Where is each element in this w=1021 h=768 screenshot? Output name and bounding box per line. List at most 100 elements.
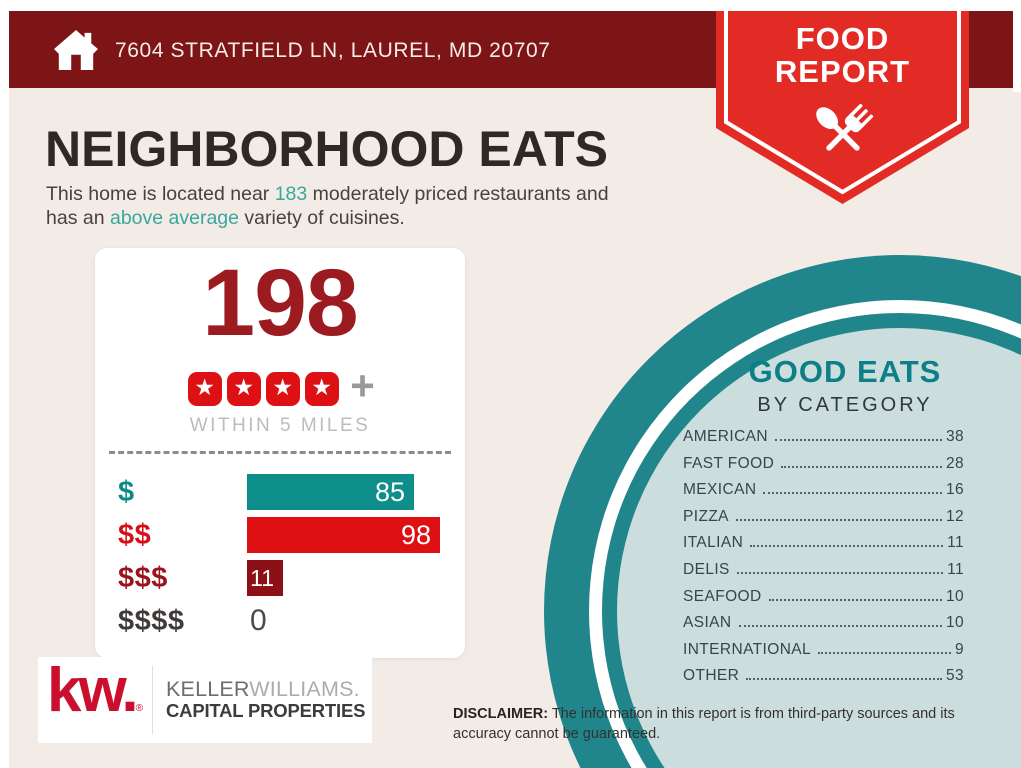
dotted-leader: [735, 518, 942, 521]
category-count: 9: [954, 640, 964, 658]
total-restaurants-count: 198: [202, 250, 359, 356]
price-bar-value: 98: [400, 519, 431, 550]
dotted-leader: [763, 492, 942, 495]
category-name: SEAFOOD: [683, 587, 762, 605]
wordmark-williams: WILLIAMS.: [249, 677, 360, 701]
keller-williams-wordmark: KELLERWILLIAMS.: [166, 678, 365, 700]
dotted-leader: [781, 465, 942, 468]
category-name: INTERNATIONAL: [683, 640, 812, 658]
subtitle-text: has an: [46, 206, 110, 229]
category-count: 38: [945, 428, 964, 445]
star-icon: ★: [265, 372, 300, 406]
keller-williams-logo-card: kw.® KELLERWILLIAMS. CAPITAL PROPERTIES: [38, 657, 372, 743]
good-eats-subtitle: BY CATEGORY: [757, 394, 933, 416]
wordmark-keller: KELLER: [166, 677, 250, 701]
ribbon-title-line2: REPORT: [774, 54, 911, 89]
price-level-label: $$$: [118, 561, 168, 594]
category-row: PIZZA 12: [683, 508, 964, 535]
disclaimer-body: The information in this report is from t…: [453, 706, 955, 742]
price-level-label: $$: [118, 518, 152, 551]
good-eats-title: GOOD EATS: [748, 354, 942, 389]
dashed-divider: [109, 451, 451, 454]
category-name: AMERICAN: [683, 428, 769, 445]
price-bar-value: 11: [250, 564, 274, 591]
crossed-spoon-fork-icon: [815, 103, 873, 151]
star-glyph: ★: [272, 374, 294, 401]
star-icon: ★: [304, 372, 339, 406]
star-glyph: ★: [311, 374, 333, 401]
category-row: OTHER 53: [683, 667, 964, 694]
dotted-leader: [750, 545, 944, 548]
category-count: 10: [945, 587, 964, 605]
category-count: 28: [945, 454, 964, 472]
dotted-leader: [818, 651, 951, 654]
category-count: 11: [947, 534, 964, 552]
price-level-label: $$$$: [118, 604, 185, 637]
subtitle-text: This home is located near: [46, 183, 275, 205]
dotted-leader: [768, 598, 942, 601]
restaurant-stats-card: 198 ★ ★ ★ ★ + WITHIN 5 MILES $85 $$ 98 $$$ 11 $$$…: [95, 248, 465, 658]
variety-highlight: above average: [109, 206, 239, 229]
radius-label: WITHIN 5 MILES: [189, 415, 371, 436]
price-bars: $85 $$ 98 $$$ 11 $$$$ 0: [118, 474, 451, 646]
category-name: DELIS: [683, 560, 730, 578]
star-icon: ★: [226, 372, 261, 406]
price-bar-row: $$$$ 0: [118, 603, 451, 639]
category-row: ITALIAN 11: [683, 534, 964, 561]
disclaimer-label: DISCLAIMER:: [453, 706, 549, 722]
dotted-leader: [746, 678, 942, 681]
price-bar-row: $$$ 11: [118, 560, 451, 596]
category-count: 11: [947, 560, 964, 578]
kw-logo: kw.®: [38, 660, 152, 739]
price-bar: 85: [247, 474, 414, 510]
category-name: OTHER: [683, 667, 740, 685]
category-row: FAST FOOD 28: [683, 455, 964, 482]
page-title: NEIGHBORHOOD EATS: [45, 121, 608, 177]
ribbon-title: FOOD REPORT: [716, 22, 969, 88]
capital-properties-label: CAPITAL PROPERTIES: [166, 700, 366, 721]
logo-divider: [152, 666, 153, 734]
frame-strip-right: [1013, 0, 1021, 92]
category-row: MEXICAN 16: [683, 481, 964, 508]
price-bar-row: $85: [118, 474, 451, 510]
food-report-ribbon: FOOD REPORT: [716, 0, 969, 212]
price-bar-row: $$ 98: [118, 517, 451, 553]
category-row: AMERICAN 38: [683, 428, 964, 455]
category-name: PIZZA: [683, 507, 729, 525]
category-count: 10: [945, 614, 964, 632]
kw-wordmark: KELLERWILLIAMS. CAPITAL PROPERTIES: [153, 678, 365, 722]
price-bar-zero-value: 0: [250, 604, 267, 637]
good-eats-panel: GOOD EATS BY CATEGORY AMERICAN 38 FAST FOO…: [617, 328, 1021, 768]
dotted-leader: [738, 625, 942, 628]
category-count: 53: [945, 667, 964, 685]
disclaimer-text: DISCLAIMER: The information in this repo…: [453, 705, 1001, 744]
property-address: 7604 STRATFIELD LN, LAUREL, MD 20707: [115, 38, 551, 62]
category-row: DELIS 11: [683, 561, 964, 588]
subtitle-text: variety of cuisines.: [239, 206, 405, 229]
dotted-leader: [736, 571, 944, 574]
category-row: SEAFOOD 10: [683, 588, 964, 615]
price-bar-value: 85: [374, 476, 405, 507]
restaurant-count-highlight: 183: [274, 183, 308, 205]
category-name: FAST FOOD: [683, 454, 775, 472]
price-level-label: $: [118, 475, 135, 508]
price-bar: 11: [247, 560, 283, 596]
dotted-leader: [775, 439, 942, 441]
star-glyph: ★: [233, 374, 255, 401]
category-list: AMERICAN 38 FAST FOOD 28 MEXICAN 16 PIZZA 12 ITA…: [683, 428, 964, 694]
page-subtitle: This home is located near 183 moderately…: [46, 183, 706, 230]
ribbon-title-line1: FOOD: [795, 21, 890, 56]
subtitle-text: moderately priced restaurants and: [307, 183, 609, 205]
category-row: ASIAN 10: [683, 614, 964, 641]
category-count: 12: [945, 507, 964, 525]
plus-icon: +: [350, 362, 375, 409]
category-count: 16: [945, 481, 964, 499]
registered-mark: ®: [135, 703, 143, 714]
category-name: MEXICAN: [683, 481, 757, 499]
frame-strip-left: [0, 0, 9, 768]
kw-logo-text: kw.: [46, 656, 139, 725]
home-icon: [54, 29, 98, 70]
rating-stars: ★ ★ ★ ★ +: [95, 365, 465, 408]
category-row: INTERNATIONAL 9: [683, 641, 964, 668]
